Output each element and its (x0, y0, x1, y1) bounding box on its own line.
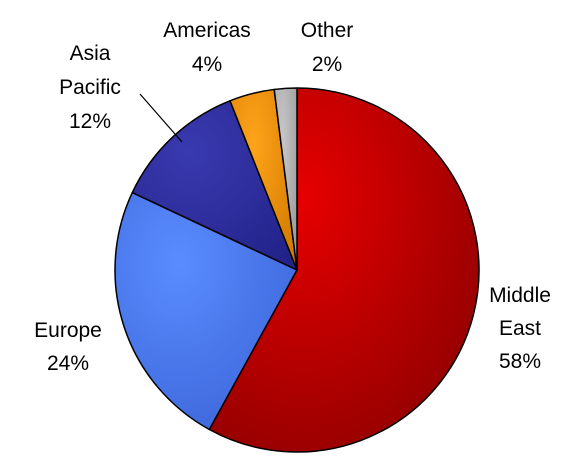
pie-slice-europe (114, 191, 298, 431)
pie-labels: Middle East 58% Europe 24% Asia Pacific 12% Amer… (34, 19, 551, 375)
slice-percent: 24% (47, 352, 89, 375)
pie-slices (114, 87, 480, 453)
slice-name-line: Pacific (59, 76, 121, 99)
slice-percent: 2% (312, 53, 342, 76)
slice-name-line: Other (301, 19, 354, 42)
slice-label-asia-pacific: Asia Pacific 12% (59, 42, 121, 133)
pie-slice-asia-pacific (131, 100, 298, 271)
slice-percent: 58% (499, 350, 541, 373)
slice-name-line: Europe (34, 319, 102, 342)
leader-lines (139, 93, 183, 143)
slice-name-line: Middle (489, 284, 551, 307)
pie-slice-other (273, 87, 298, 271)
slice-label-americas: Americas 4% (163, 19, 251, 76)
slice-percent: 12% (69, 110, 111, 133)
slice-name-line: East (499, 317, 541, 340)
slice-label-middle-east: Middle East 58% (489, 284, 551, 373)
slice-name-line: Americas (163, 19, 251, 42)
leader-line-asia-pacific (139, 93, 183, 143)
pie-slice-middle-east (208, 87, 480, 453)
slice-label-europe: Europe 24% (34, 319, 102, 375)
slice-name-line: Asia (70, 42, 111, 65)
slice-percent: 4% (192, 53, 222, 76)
slice-label-other: Other 2% (301, 19, 354, 76)
